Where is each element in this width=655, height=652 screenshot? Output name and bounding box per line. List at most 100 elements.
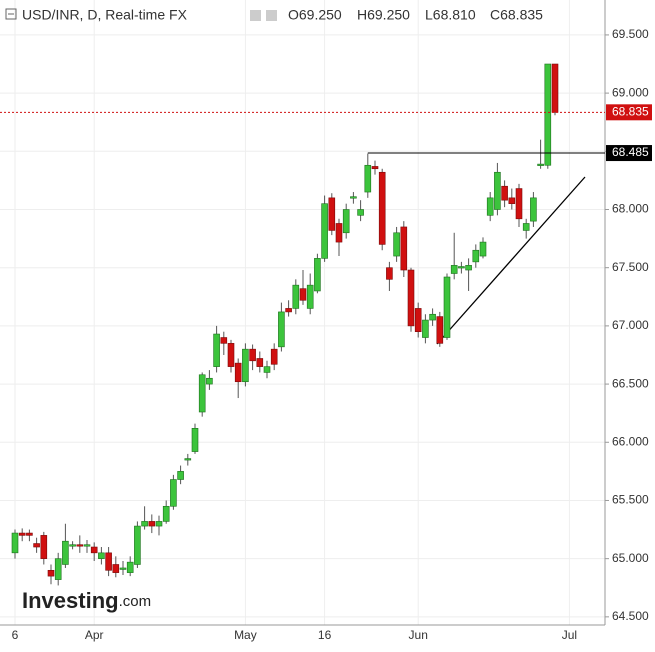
trendline [436,176,586,345]
x-tick-label: May [234,628,257,642]
candle-body [400,226,408,271]
candle-body [544,63,552,166]
candle-body [76,544,84,547]
candle-body [162,505,170,522]
candle-body [198,374,206,413]
candle-body [105,552,112,571]
x-tick-label: 6 [12,628,19,642]
candle-body [112,564,120,573]
candle-body [11,532,19,554]
candle-body [134,525,141,565]
candle-body [170,479,177,507]
ohlc-open: O69.250 [288,7,342,23]
y-tick-label: 68.000 [612,202,649,216]
candle-body [537,163,544,166]
watermark: Investing.com [22,588,151,613]
y-tick-label: 64.500 [612,609,649,623]
candle-body [285,308,292,313]
candle-body [148,521,156,527]
y-tick-label: 69.000 [612,85,649,99]
candle-body [479,241,487,257]
candle-body [342,209,350,234]
eye-icon[interactable] [250,10,261,21]
candle-body [515,188,523,220]
candle-body [18,532,26,536]
y-tick-label: 67.000 [612,318,649,332]
candle-body [278,311,285,348]
grid [0,0,605,625]
candle-body [321,203,328,259]
candle-body [234,362,242,383]
candle-body [472,249,480,263]
y-tick-label: 67.500 [612,260,649,274]
candle-body [249,348,256,362]
candle-body [206,377,213,385]
candle-body [40,535,48,559]
candle-body [328,197,336,231]
candle-body [465,265,472,271]
y-tick-label: 66.500 [612,376,649,390]
candle-body [227,343,235,367]
watermark-domain: .com [119,593,152,610]
candle-body [126,561,134,573]
candle-body [450,265,458,274]
x-tick-label: 16 [318,628,332,642]
candle-body [256,358,264,367]
candle-body [407,269,415,327]
ohlc-high: H69.250 [357,7,410,23]
header: USD/INR, D, Real-time FX O69.250 H69.250… [5,7,543,23]
candle-body [522,223,530,231]
candle-body [62,540,69,565]
chart-title: USD/INR, D, Real-time FX [22,7,188,23]
ohlc-low: L68.810 [425,7,476,23]
candle-body [378,171,386,245]
candle-body [220,337,228,344]
candle-body [184,458,192,461]
x-tick-label: Apr [85,628,104,642]
candle-body [393,232,400,257]
watermark-brand: Investing [22,588,119,613]
price-tag-label: 68.835 [612,104,649,118]
candle-body [191,428,199,452]
candle-body [306,284,314,309]
candle-body [357,209,364,216]
candle-body [458,266,465,269]
x-tick-label: Jul [562,628,577,642]
y-tick-label: 69.500 [612,27,649,41]
candle-body [33,543,40,548]
candle-body [155,521,163,527]
candle-body [292,284,300,309]
candle-body [83,544,91,547]
candle-body [263,366,271,373]
candle-body [364,164,372,193]
candle-body [551,63,559,113]
candle-body [508,197,516,204]
collapse-icon[interactable] [5,8,17,20]
candle-body [494,171,501,210]
candle-body [501,185,508,201]
candle-body [98,552,105,559]
candle-body [386,267,393,280]
settings-icon[interactable] [266,10,277,21]
candle-body [414,308,422,333]
candle-body [436,316,444,344]
candle-body [299,288,307,301]
candle-body [371,166,379,170]
candle-body [177,471,184,480]
candle-body [314,258,321,292]
x-tick-label: Jun [409,628,428,642]
candle-body [54,558,62,580]
candle-body [242,348,249,383]
candle-body [141,521,148,527]
candle-body [443,276,451,338]
candle-body [350,196,357,199]
candle-body [270,348,278,365]
candle-body [429,313,436,321]
candle-body [335,223,343,243]
candle-body [422,319,429,338]
y-tick-label: 66.000 [612,434,649,448]
y-tick-label: 65.000 [612,551,649,565]
candle-body [26,532,33,536]
ohlc-close: C68.835 [490,7,543,23]
